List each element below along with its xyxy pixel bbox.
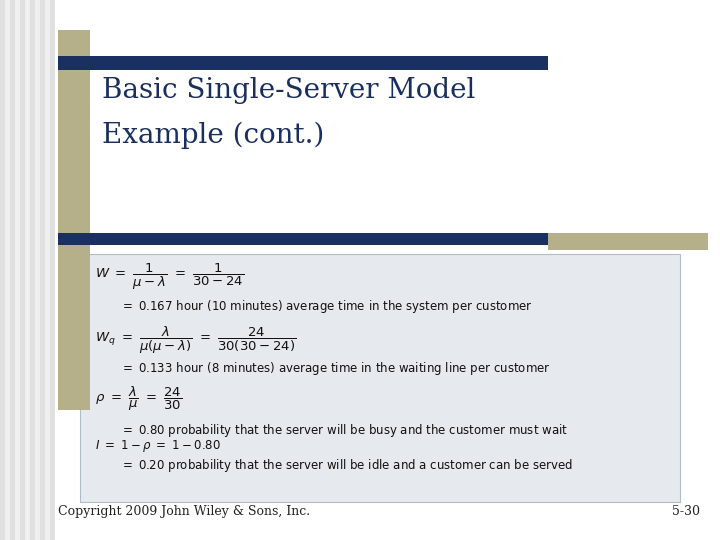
Bar — [5, 0, 10, 540]
Bar — [58, 30, 90, 410]
Bar — [10, 0, 15, 540]
Bar — [58, 56, 548, 70]
Bar — [45, 0, 50, 540]
FancyBboxPatch shape — [80, 254, 680, 502]
Text: $=\ 0.167\ \mathrm{hour\ (10\ minutes)\ average\ time\ in\ the\ system\ per\ cus: $=\ 0.167\ \mathrm{hour\ (10\ minutes)\ … — [120, 298, 533, 315]
Bar — [30, 0, 35, 540]
Text: $W\ =\ \dfrac{1}{\mu - \lambda}\ =\ \dfrac{1}{30 - 24}$: $W\ =\ \dfrac{1}{\mu - \lambda}\ =\ \dfr… — [95, 262, 244, 292]
Text: 5-30: 5-30 — [672, 505, 700, 518]
Bar — [35, 0, 40, 540]
Bar — [55, 0, 60, 540]
Bar — [50, 0, 55, 540]
Text: Example (cont.): Example (cont.) — [102, 122, 325, 150]
Text: $=\ 0.80\ \mathrm{probability\ that\ the\ server\ will\ be\ busy\ and\ the\ cust: $=\ 0.80\ \mathrm{probability\ that\ the… — [120, 422, 568, 439]
Text: Basic Single-Server Model: Basic Single-Server Model — [102, 77, 475, 104]
Bar — [548, 233, 708, 250]
Bar — [20, 0, 25, 540]
Text: Copyright 2009 John Wiley & Sons, Inc.: Copyright 2009 John Wiley & Sons, Inc. — [58, 505, 310, 518]
Text: $=\ 0.133\ \mathrm{hour\ (8\ minutes)\ average\ time\ in\ the\ waiting\ line\ pe: $=\ 0.133\ \mathrm{hour\ (8\ minutes)\ a… — [120, 360, 551, 377]
Text: $W_q\ =\ \dfrac{\lambda}{\mu(\mu - \lambda)}\ =\ \dfrac{24}{30(30 - 24)}$: $W_q\ =\ \dfrac{\lambda}{\mu(\mu - \lamb… — [95, 325, 296, 356]
Bar — [40, 0, 45, 540]
Text: $I\ =\ 1 - \rho\ =\ 1 - 0.80$: $I\ =\ 1 - \rho\ =\ 1 - 0.80$ — [95, 438, 221, 454]
Bar — [25, 0, 30, 540]
Bar — [0, 0, 5, 540]
Bar — [15, 0, 20, 540]
Text: $\rho\ =\ \dfrac{\lambda}{\mu}\ =\ \dfrac{24}{30}$: $\rho\ =\ \dfrac{\lambda}{\mu}\ =\ \dfra… — [95, 385, 182, 413]
Text: $=\ 0.20\ \mathrm{probability\ that\ the\ server\ will\ be\ idle\ and\ a\ custom: $=\ 0.20\ \mathrm{probability\ that\ the… — [120, 457, 573, 474]
Bar — [58, 233, 548, 245]
